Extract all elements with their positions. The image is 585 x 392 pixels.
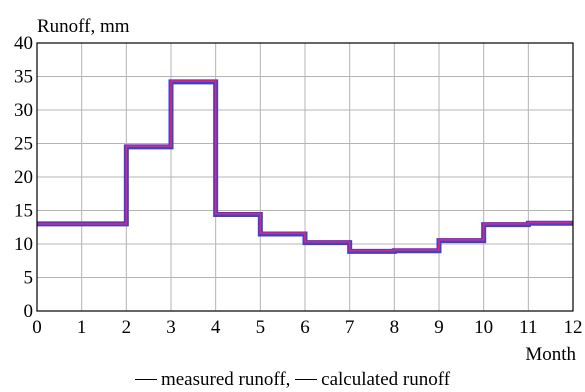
x-tick-label-6: 6 <box>300 317 310 338</box>
legend-label-calculated: calculated runoff <box>321 369 451 390</box>
x-tick-label-3: 3 <box>166 317 176 338</box>
x-tick-label-11: 11 <box>519 317 537 338</box>
y-tick-label-10: 10 <box>14 234 33 255</box>
x-tick-label-12: 12 <box>564 317 583 338</box>
x-tick-label-4: 4 <box>211 317 221 338</box>
y-tick-label-20: 20 <box>14 167 33 188</box>
grid <box>36 42 574 312</box>
x-tick-label-5: 5 <box>256 317 266 338</box>
x-tick-label-10: 10 <box>474 317 493 338</box>
series-lines <box>37 79 573 254</box>
x-axis-label: Month <box>525 344 576 365</box>
x-tick-label-7: 7 <box>345 317 355 338</box>
legend-separator: , <box>285 369 296 390</box>
y-tick-label-35: 35 <box>14 67 33 88</box>
x-tick-label-0: 0 <box>32 317 42 338</box>
series-line-measured-runoff <box>37 80 573 252</box>
y-tick-label-30: 30 <box>14 100 33 121</box>
y-tick-label-40: 40 <box>14 33 33 54</box>
y-tick-label-25: 25 <box>14 134 33 155</box>
x-tick-label-8: 8 <box>390 317 400 338</box>
x-tick-label-1: 1 <box>77 317 87 338</box>
x-tick-label-2: 2 <box>122 317 132 338</box>
legend-swatch-calculated <box>295 379 318 381</box>
x-tick-label-9: 9 <box>434 317 444 338</box>
legend-label-measured: measured runoff <box>160 369 286 390</box>
plot-frame <box>36 42 574 312</box>
y-tick-label-15: 15 <box>14 201 33 222</box>
y-tick-label-0: 0 <box>24 301 34 322</box>
legend-swatch-measured <box>134 379 157 381</box>
y-axis-label: Runoff, mm <box>37 16 130 37</box>
y-tick-label-5: 5 <box>24 268 34 289</box>
legend: measured runoff, calculated runoff <box>0 369 585 391</box>
